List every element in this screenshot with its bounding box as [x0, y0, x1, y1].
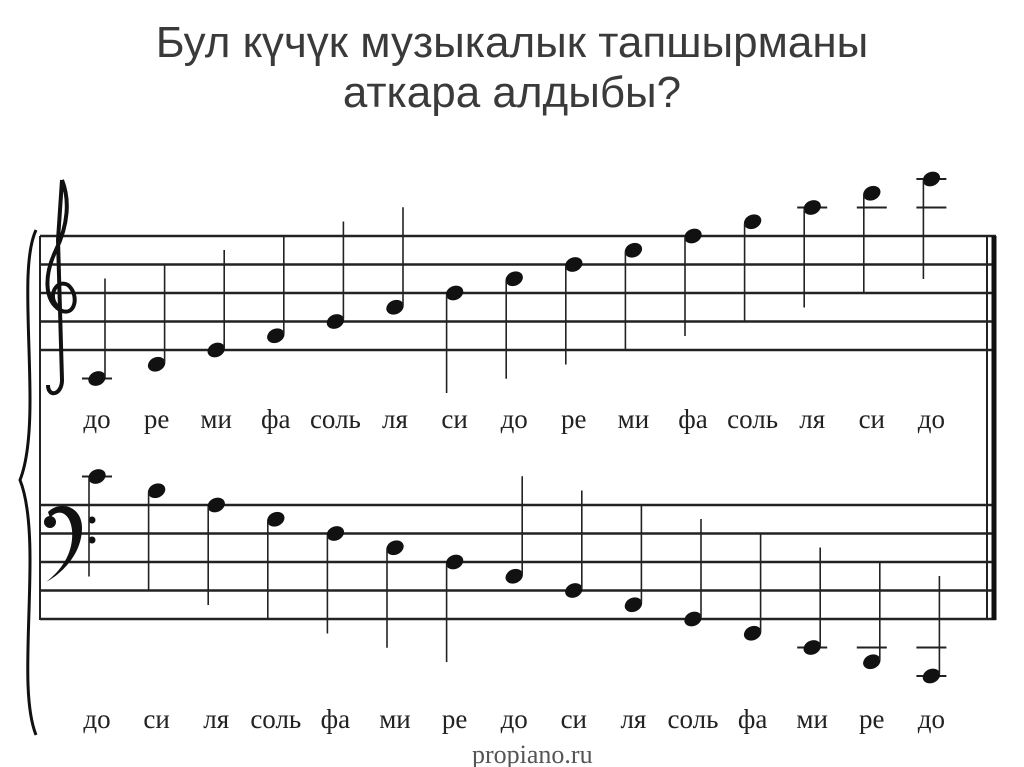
note-head: [386, 540, 404, 556]
slide-title-line-2: аткара алдыбы?: [342, 68, 682, 117]
note-label: ре: [859, 704, 885, 734]
note: си: [143, 483, 170, 734]
note: си: [441, 285, 468, 434]
note: ми: [618, 242, 650, 434]
note-label: ля: [382, 404, 408, 434]
note: фа: [678, 228, 708, 434]
note-label: ми: [200, 404, 232, 434]
note: ля: [797, 200, 828, 434]
note: фа: [321, 526, 350, 734]
note-label: соль: [727, 404, 778, 434]
note: до: [82, 278, 112, 434]
note: соль: [310, 221, 361, 434]
note-label: ре: [561, 404, 587, 434]
note: си: [856, 185, 887, 434]
note-label: ми: [379, 704, 411, 734]
note-label: фа: [738, 704, 767, 734]
note-label: до: [918, 704, 945, 734]
note-head: [922, 668, 941, 684]
note-head: [88, 371, 106, 386]
note-label: ре: [442, 704, 468, 734]
note-label: фа: [678, 404, 707, 434]
note-head: [863, 654, 881, 670]
note-head: [922, 171, 941, 187]
note-head: [505, 271, 523, 287]
note: ре: [144, 264, 170, 434]
note-label: до: [918, 404, 945, 434]
note-label: си: [143, 704, 169, 734]
note-head: [743, 214, 762, 230]
note-head: [803, 200, 821, 215]
note: ре: [561, 257, 587, 434]
note-label: ми: [618, 404, 650, 434]
note: ре: [856, 561, 887, 734]
note-label: соль: [250, 704, 301, 734]
note-head: [624, 597, 643, 613]
note-label: фа: [261, 404, 290, 434]
note-label: соль: [310, 404, 361, 434]
note-head: [743, 625, 762, 641]
note: ре: [442, 554, 468, 734]
note-head: [565, 257, 583, 272]
note: ми: [379, 540, 411, 734]
brace-icon: [18, 229, 38, 736]
note-head: [565, 583, 583, 598]
note: соль: [250, 511, 301, 734]
watermark-text: propiano.ru: [472, 740, 593, 767]
note-head: [326, 314, 345, 329]
note-head: [207, 497, 225, 513]
note-label: си: [441, 404, 467, 434]
note: ля: [620, 504, 646, 734]
note-head: [326, 526, 345, 541]
note: до: [916, 171, 947, 434]
note-head: [803, 640, 821, 655]
note-label: си: [561, 704, 587, 734]
note-head: [207, 342, 225, 358]
note: до: [916, 576, 947, 734]
note: фа: [738, 533, 767, 734]
note: ля: [203, 497, 229, 734]
note: соль: [668, 519, 719, 734]
note-label: ля: [203, 704, 229, 734]
note-label: ля: [620, 704, 646, 734]
note-label: до: [83, 404, 110, 434]
note-head: [624, 242, 643, 258]
note: соль: [727, 214, 778, 434]
note-head: [88, 469, 106, 484]
note-head: [147, 483, 166, 499]
note-label: ля: [799, 404, 825, 434]
note-label: до: [501, 704, 528, 734]
note-label: фа: [321, 704, 350, 734]
note-head: [147, 356, 166, 372]
note-head: [267, 511, 285, 527]
slide-title-line-1: Бул күчүк музыкалык тапшырманы: [155, 18, 869, 67]
note: ля: [382, 207, 408, 434]
note-label: соль: [668, 704, 719, 734]
note-head: [267, 328, 285, 344]
note-head: [684, 228, 702, 244]
note-label: си: [859, 404, 885, 434]
note: до: [501, 476, 528, 734]
note: до: [501, 271, 528, 434]
bass-clef-icon: [44, 505, 96, 582]
note-head: [445, 554, 464, 570]
note-head: [863, 185, 881, 201]
note-label: до: [83, 704, 110, 734]
note: до: [82, 469, 112, 734]
note: ми: [200, 250, 232, 434]
note-head: [386, 299, 404, 315]
note-label: ми: [796, 704, 828, 734]
note: си: [561, 490, 587, 734]
note-head: [684, 611, 702, 627]
note: ми: [796, 547, 828, 734]
note-head: [505, 568, 523, 584]
note-head: [445, 285, 464, 301]
note-label: до: [501, 404, 528, 434]
note-label: ре: [144, 404, 170, 434]
note: фа: [261, 235, 291, 434]
treble-clef-icon: [45, 179, 77, 396]
